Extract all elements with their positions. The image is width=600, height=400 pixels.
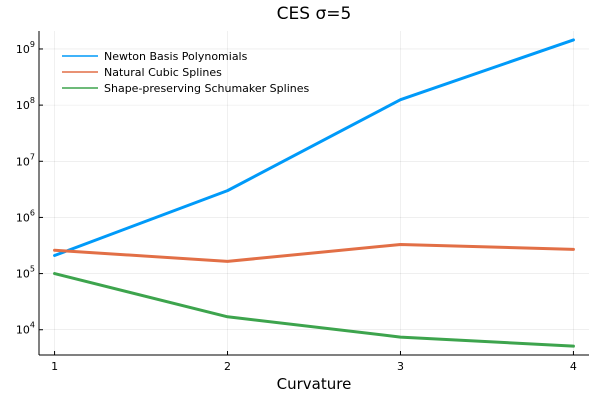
x-axis-label: Curvature bbox=[277, 375, 352, 393]
y-tick-base: 10 bbox=[16, 211, 30, 224]
legend-label: Newton Basis Polynomials bbox=[104, 50, 248, 63]
y-tick-base: 10 bbox=[16, 268, 30, 281]
y-tick-base: 10 bbox=[16, 155, 30, 168]
y-tick-exponent: 7 bbox=[30, 152, 35, 161]
y-tick-label: 107 bbox=[16, 152, 35, 168]
y-tick-exponent: 8 bbox=[30, 96, 35, 105]
legend-label: Shape-preserving Schumaker Splines bbox=[104, 82, 309, 95]
y-tick-base: 10 bbox=[16, 324, 30, 337]
y-tick-label: 106 bbox=[16, 208, 35, 224]
y-tick-base: 10 bbox=[16, 43, 30, 56]
chart-title: CES σ=5 bbox=[277, 4, 352, 24]
y-tick-exponent: 5 bbox=[30, 265, 35, 274]
x-tick-label: 1 bbox=[51, 360, 58, 373]
x-tick-label: 3 bbox=[397, 360, 404, 373]
y-tick-label: 104 bbox=[16, 321, 35, 337]
y-tick-exponent: 9 bbox=[30, 40, 35, 49]
y-tick-label: 105 bbox=[16, 265, 35, 281]
series-line-2 bbox=[55, 244, 574, 261]
y-tick-label: 108 bbox=[16, 96, 35, 112]
y-tick-exponent: 4 bbox=[30, 321, 35, 330]
y-tick-base: 10 bbox=[16, 99, 30, 112]
legend: Newton Basis Polynomials Natural Cubic Sp… bbox=[62, 50, 309, 95]
y-tick-label: 109 bbox=[16, 40, 35, 56]
x-tick-label: 4 bbox=[570, 360, 577, 373]
legend-label: Natural Cubic Splines bbox=[104, 66, 222, 79]
x-tick-label: 2 bbox=[224, 360, 231, 373]
series-line-3 bbox=[55, 274, 574, 347]
grid bbox=[39, 31, 589, 355]
y-tick-exponent: 6 bbox=[30, 208, 35, 217]
